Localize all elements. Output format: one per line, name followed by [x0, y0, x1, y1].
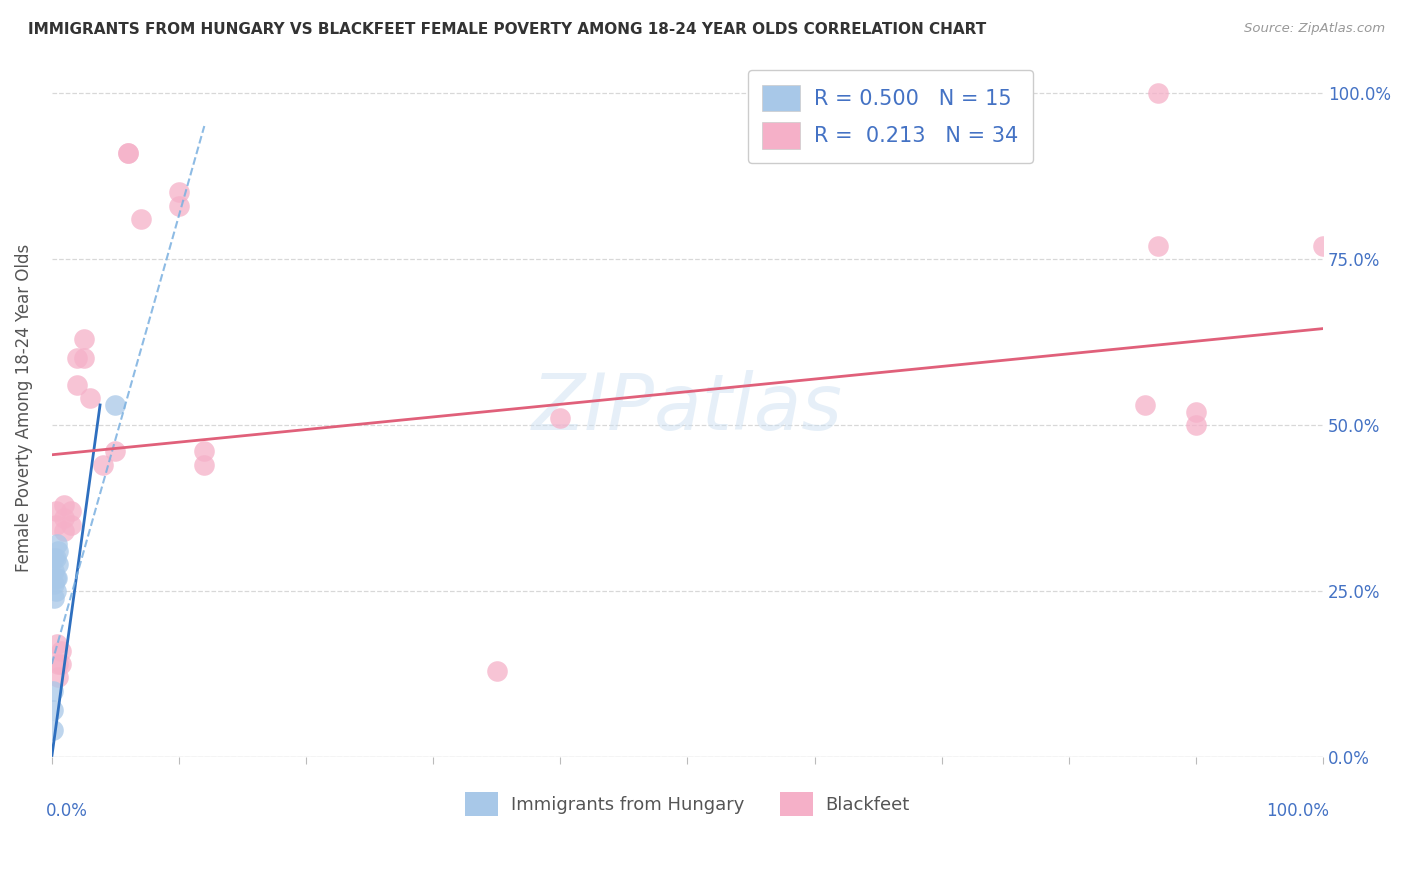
Point	[49, 657, 72, 671]
Point	[1185, 417, 1208, 432]
Text: 100.0%: 100.0%	[1267, 802, 1330, 821]
Point	[104, 398, 127, 412]
Point	[72, 351, 94, 366]
Point	[53, 511, 76, 525]
Text: 0.0%: 0.0%	[45, 802, 87, 821]
Point	[45, 571, 67, 585]
Y-axis label: Female Poverty Among 18-24 Year Olds: Female Poverty Among 18-24 Year Olds	[15, 244, 32, 573]
Point	[1185, 404, 1208, 418]
Point	[45, 637, 67, 651]
Point	[42, 703, 65, 717]
Point	[44, 577, 66, 591]
Point	[59, 517, 82, 532]
Point	[42, 723, 65, 738]
Point	[91, 458, 114, 472]
Point	[117, 145, 139, 160]
Point	[104, 444, 127, 458]
Point	[59, 504, 82, 518]
Point	[66, 378, 89, 392]
Point	[1147, 238, 1170, 252]
Point	[42, 683, 65, 698]
Point	[167, 186, 190, 200]
Point	[193, 458, 215, 472]
Point	[53, 524, 76, 538]
Point	[193, 444, 215, 458]
Point	[66, 351, 89, 366]
Point	[45, 517, 67, 532]
Point	[550, 411, 572, 425]
Point	[45, 571, 67, 585]
Point	[167, 199, 190, 213]
Text: ZIPatlas: ZIPatlas	[531, 370, 842, 446]
Text: IMMIGRANTS FROM HUNGARY VS BLACKFEET FEMALE POVERTY AMONG 18-24 YEAR OLDS CORREL: IMMIGRANTS FROM HUNGARY VS BLACKFEET FEM…	[28, 22, 987, 37]
Point	[1133, 398, 1156, 412]
Point	[49, 643, 72, 657]
Text: Source: ZipAtlas.com: Source: ZipAtlas.com	[1244, 22, 1385, 36]
Point	[45, 550, 67, 565]
Point	[45, 537, 67, 551]
Point	[53, 498, 76, 512]
Point	[45, 583, 67, 598]
Point	[46, 657, 69, 671]
Point	[117, 145, 139, 160]
Point	[46, 544, 69, 558]
Point	[485, 664, 508, 678]
Point	[44, 564, 66, 578]
Legend: Immigrants from Hungary, Blackfeet: Immigrants from Hungary, Blackfeet	[457, 783, 918, 824]
Point	[46, 558, 69, 572]
Point	[79, 392, 101, 406]
Point	[46, 670, 69, 684]
Point	[1312, 238, 1334, 252]
Point	[1147, 86, 1170, 100]
Point	[44, 591, 66, 605]
Point	[72, 332, 94, 346]
Point	[45, 504, 67, 518]
Point	[44, 550, 66, 565]
Point	[129, 212, 152, 227]
